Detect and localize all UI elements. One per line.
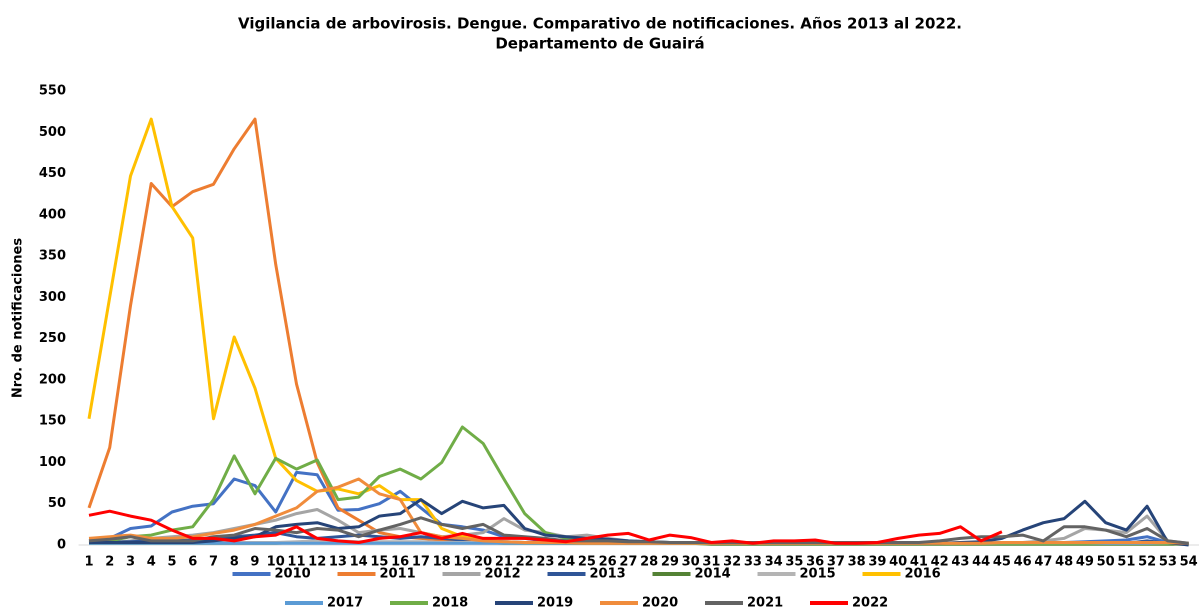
x-tick-label: 35 [785, 555, 803, 570]
x-tick-label: 46 [1014, 555, 1032, 570]
x-tick-label: 24 [557, 555, 575, 570]
y-axis-label: Nro. de notificaciones [11, 238, 26, 398]
legend-label: 2020 [642, 596, 678, 609]
x-tick-label: 17 [412, 555, 430, 570]
x-tick-label: 6 [188, 555, 197, 570]
y-tick-label: 500 [39, 125, 66, 140]
x-tick-label: 8 [230, 555, 239, 570]
x-tick-label: 36 [806, 555, 824, 570]
y-tick-label: 300 [39, 290, 66, 305]
x-tick-label: 13 [329, 555, 347, 570]
legend-label: 2010 [275, 567, 311, 582]
x-tick-label: 4 [147, 555, 156, 570]
x-tick-label: 29 [661, 555, 679, 570]
x-tick-label: 9 [250, 555, 259, 570]
series-line [88, 477, 1189, 545]
x-tick-label: 20 [474, 555, 492, 570]
legend-label: 2022 [852, 596, 888, 609]
x-tick-label: 7 [209, 555, 218, 570]
x-tick-label: 51 [1117, 555, 1135, 570]
x-tick-label: 3 [126, 555, 135, 570]
y-tick-label: 0 [57, 538, 66, 553]
x-tick-label: 19 [453, 555, 471, 570]
legend-label: 2021 [747, 596, 783, 609]
series-line [87, 117, 1189, 546]
x-tick-label: 40 [889, 555, 907, 570]
series-line [87, 117, 1189, 546]
series-line [88, 516, 1189, 545]
x-tick-label: 11 [287, 555, 305, 570]
x-tick-label: 38 [848, 555, 866, 570]
x-tick-label: 30 [682, 555, 700, 570]
x-tick-label: 23 [536, 555, 554, 570]
y-tick-label: 100 [39, 455, 66, 470]
x-tick-label: 26 [599, 555, 617, 570]
x-tick-label: 37 [827, 555, 845, 570]
x-tick-label: 16 [391, 555, 409, 570]
x-tick-label: 49 [1076, 555, 1094, 570]
x-tick-label: 27 [619, 555, 637, 570]
series-line [88, 470, 1189, 546]
x-tick-label: 34 [765, 555, 783, 570]
x-tick-label: 50 [1097, 555, 1115, 570]
x-tick-label: 18 [433, 555, 451, 570]
x-tick-label: 45 [993, 555, 1011, 570]
legend-label: 2015 [800, 567, 836, 582]
x-tick-label: 47 [1034, 555, 1052, 570]
y-tick-label: 550 [39, 84, 66, 99]
x-tick-label: 25 [578, 555, 596, 570]
x-tick-label: 14 [350, 555, 368, 570]
x-tick-label: 31 [702, 555, 720, 570]
x-tick-label: 52 [1138, 555, 1156, 570]
x-tick-label: 43 [951, 555, 969, 570]
chart-subtitle: Departamento de Guairá [495, 35, 704, 53]
series-line [88, 509, 1003, 545]
legend-label: 2017 [327, 596, 363, 609]
legend-label: 2013 [590, 567, 626, 582]
chart-title: Vigilancia de arbovirosis. Dengue. Compa… [238, 15, 962, 33]
legend-label: 2011 [380, 567, 416, 582]
x-tick-label: 15 [370, 555, 388, 570]
y-tick-label: 350 [39, 249, 66, 264]
y-tick-label: 250 [39, 331, 66, 346]
legend-label: 2014 [695, 567, 731, 582]
y-tick-label: 450 [39, 166, 66, 181]
x-tick-label: 44 [972, 555, 990, 570]
legend-label: 2019 [537, 596, 573, 609]
x-tick-label: 5 [167, 555, 176, 570]
x-tick-label: 48 [1055, 555, 1073, 570]
x-tick-label: 10 [267, 555, 285, 570]
x-tick-label: 54 [1180, 555, 1198, 570]
y-tick-label: 50 [48, 496, 66, 511]
x-tick-label: 22 [516, 555, 534, 570]
y-tick-label: 150 [39, 414, 66, 429]
y-tick-label: 200 [39, 372, 66, 387]
x-tick-label: 33 [744, 555, 762, 570]
legend-label: 2016 [905, 567, 941, 582]
legend-label: 2018 [432, 596, 468, 609]
x-tick-label: 32 [723, 555, 741, 570]
x-tick-label: 12 [308, 555, 326, 570]
x-tick-label: 21 [495, 555, 513, 570]
x-tick-label: 42 [931, 555, 949, 570]
legend-label: 2012 [485, 567, 521, 582]
x-tick-label: 1 [84, 555, 93, 570]
x-tick-label: 28 [640, 555, 658, 570]
x-tick-label: 39 [868, 555, 886, 570]
x-tick-label: 53 [1159, 555, 1177, 570]
x-tick-label: 2 [105, 555, 114, 570]
y-tick-label: 400 [39, 207, 66, 222]
x-tick-label: 41 [910, 555, 928, 570]
